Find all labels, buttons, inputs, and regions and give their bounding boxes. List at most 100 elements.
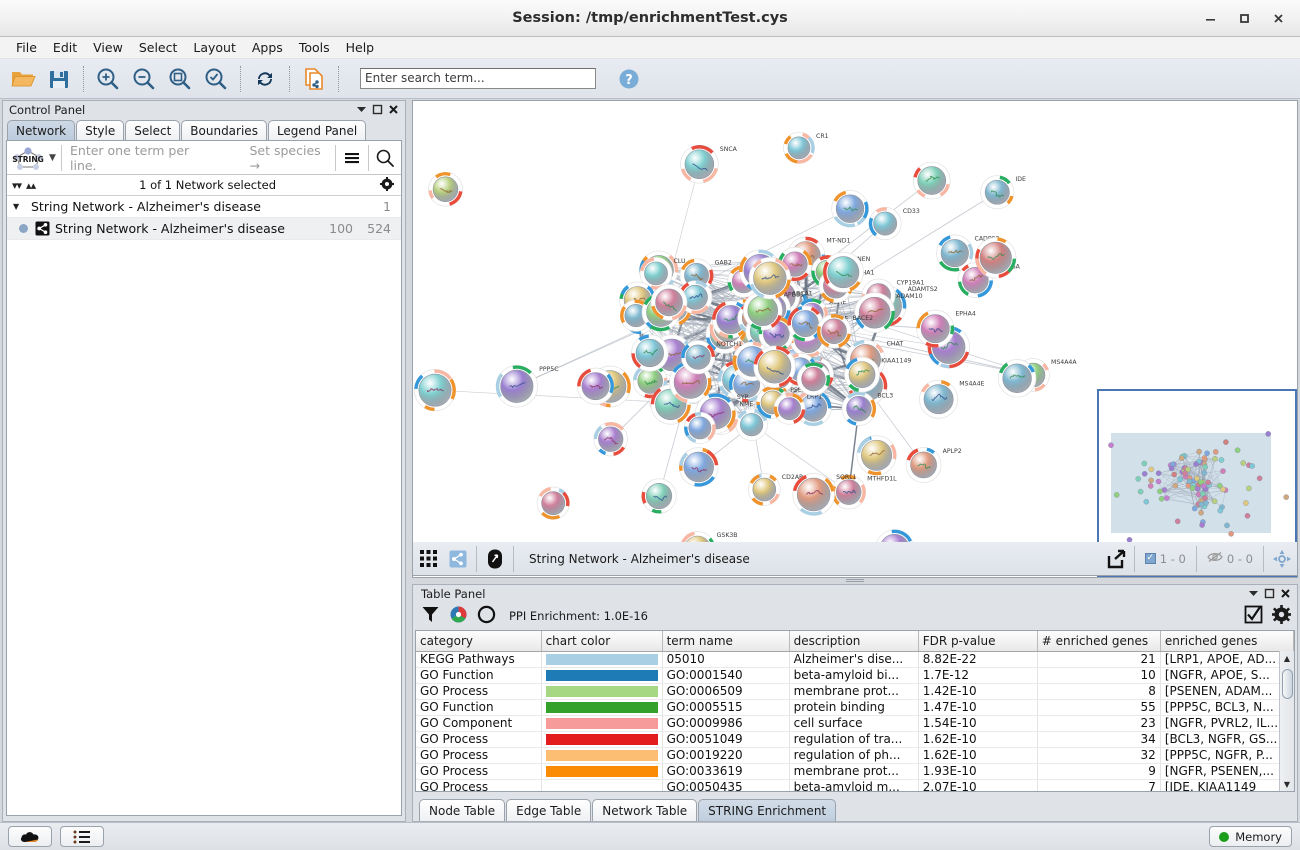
open-folder-icon[interactable] [6,63,40,95]
grid-view-icon[interactable] [413,545,443,573]
menu-view[interactable]: View [93,40,123,55]
detach-view-icon[interactable] [480,545,510,573]
column-header-chart-color[interactable]: chart color [541,631,663,652]
network-node[interactable]: NOTCH1 [681,340,742,375]
network-node[interactable] [631,334,669,372]
network-node[interactable] [650,284,688,321]
table-row[interactable]: GO Process GO:0019220 regulation of ph... 1… [416,747,1294,764]
network-node[interactable] [912,161,951,200]
table-row[interactable]: GO Process GO:0006509 membrane prot... 1.42… [416,683,1294,700]
float-panel-icon[interactable] [369,103,385,117]
tab-style[interactable]: Style [76,120,125,140]
network-node[interactable]: MTHFD1L [831,474,897,510]
refresh-icon[interactable] [248,63,282,95]
save-icon[interactable] [42,63,76,95]
network-node[interactable]: CADPS2 [936,234,1000,272]
column-header-term-name[interactable]: term name [662,631,790,652]
network-node[interactable]: IDE [980,175,1026,210]
network-node[interactable] [577,367,615,405]
network-node[interactable] [856,435,897,476]
table-chevron-down-icon[interactable] [1245,587,1261,601]
zoom-selected-icon[interactable] [199,63,233,95]
new-network-icon[interactable] [297,63,331,95]
menu-layout[interactable]: Layout [193,40,236,55]
column-header-fdr-pvalue[interactable]: FDR p-value [918,631,1038,652]
close-panel-icon[interactable] [385,103,401,117]
set-species-link[interactable]: Set species → [249,142,321,173]
network-node[interactable]: SNCA [680,144,738,184]
menu-help[interactable]: Help [345,40,375,55]
network-node[interactable]: CLU [639,257,686,290]
tab-network-table[interactable]: Network Table [592,799,698,821]
table-row[interactable]: GO Function GO:0001540 beta-amyloid bi... 1… [416,667,1294,684]
network-node[interactable]: SORL1 [792,473,857,516]
zoom-fit-icon[interactable] [163,63,197,95]
network-node[interactable]: APBB1 [742,290,804,331]
zoom-out-icon[interactable] [127,63,161,95]
tab-edge-table[interactable]: Edge Table [506,799,592,821]
network-node[interactable] [748,257,792,300]
export-view-icon[interactable] [1101,545,1131,573]
scrollbar-thumb[interactable] [1282,669,1293,699]
close-icon[interactable] [1262,5,1294,33]
network-item-row[interactable]: String Network - Alzheimer's disease 100… [7,218,401,240]
network-node[interactable] [683,411,716,444]
zoom-in-icon[interactable] [91,63,125,95]
tab-network[interactable]: Network [7,120,76,140]
expand-all-icon[interactable]: ▴▴ [26,178,36,192]
donut-chart-icon[interactable] [477,605,496,627]
table-settings-gear-icon[interactable] [1272,605,1291,627]
task-list-icon[interactable] [60,826,104,847]
tab-select[interactable]: Select [125,120,181,140]
chevron-down-icon[interactable] [353,103,369,117]
column-header-description[interactable]: description [789,631,919,652]
tab-boundaries[interactable]: Boundaries [181,120,267,140]
network-node[interactable] [413,369,457,412]
network-node[interactable]: BACE2 [816,313,873,349]
cloud-status-icon[interactable] [8,826,52,847]
network-node[interactable] [428,171,463,207]
expand-triangle-icon[interactable]: ▼ [13,202,20,211]
table-row[interactable]: KEGG Pathways 05010 Alzheimer's dise... 8.8… [416,651,1294,668]
tab-string-enrichment[interactable]: STRING Enrichment [698,799,837,821]
column-header-enriched-genes[interactable]: enriched genes [1160,631,1294,652]
help-icon[interactable]: ? [612,63,646,95]
vertical-splitter[interactable] [412,576,1298,584]
network-node[interactable]: BCL3 [841,391,893,426]
network-nodes[interactable]: MT-ND2MT-ND1VSNL1GAB2RTN3ADAMTS2PVRL2SMU… [413,131,1197,569]
network-group-row[interactable]: ▼ String Network - Alzheimer's disease 1 [7,196,401,218]
network-graph-svg[interactable]: MT-ND2MT-ND1VSNL1GAB2RTN3ADAMTS2PVRL2SMU… [413,101,1297,577]
network-node[interactable]: LRP1 [773,392,822,425]
table-row[interactable]: GO Process GO:0033619 membrane prot... 1.93… [416,763,1294,780]
network-node[interactable] [787,305,824,342]
menu-file[interactable]: File [16,40,37,55]
network-node[interactable] [997,359,1037,398]
network-canvas[interactable]: MT-ND2MT-ND1VSNL1GAB2RTN3ADAMTS2PVRL2SMU… [412,100,1298,578]
maximize-icon[interactable] [1228,5,1260,33]
network-node[interactable] [975,237,1017,279]
table-close-icon[interactable] [1277,587,1293,601]
string-options-icon[interactable] [336,142,368,174]
memory-status-button[interactable]: Memory [1209,826,1292,847]
collapse-all-icon[interactable]: ▾▾ [12,178,22,192]
network-node[interactable] [796,362,831,396]
chart-color-icon[interactable] [449,605,468,627]
table-float-icon[interactable] [1261,587,1277,601]
network-node[interactable]: APLP2 [905,447,962,483]
network-node[interactable] [536,486,570,520]
scroll-down-arrow-icon[interactable]: ▼ [1283,779,1291,789]
table-row[interactable]: GO Function GO:0005515 protein binding 1.47… [416,699,1294,716]
network-node[interactable]: CR1 [783,131,829,164]
filter-icon[interactable] [421,605,440,627]
network-node[interactable]: PPP5C [495,365,559,408]
network-settings-gear-icon[interactable] [380,176,401,194]
menu-select[interactable]: Select [138,40,178,55]
minimize-icon[interactable] [1194,5,1226,33]
enrichment-table-wrapper[interactable]: category chart color term name descripti… [415,630,1295,792]
network-node[interactable]: KIAA1149 [844,356,912,393]
string-search-icon[interactable] [369,142,401,174]
navigate-icon[interactable] [1267,545,1297,573]
network-node[interactable] [822,251,864,293]
menu-apps[interactable]: Apps [251,40,283,55]
select-all-checkbox-icon[interactable] [1244,605,1263,627]
